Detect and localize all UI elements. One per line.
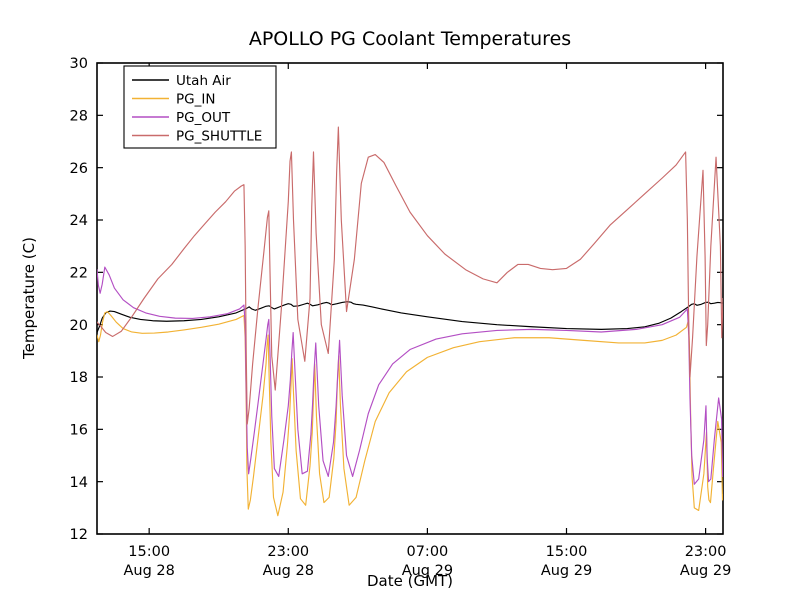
y-tick-label: 12 [70,527,88,543]
x-tick-label-time: 15:00 [546,544,588,560]
legend-label-pg-out: PG_OUT [176,110,231,126]
y-tick-label: 24 [70,213,88,229]
x-tick-label-date: Aug 29 [402,563,453,579]
legend-label-pg-shuttle: PG_SHUTTLE [176,129,262,145]
x-tick-label-time: 15:00 [128,544,170,560]
data-series-group [97,126,723,517]
x-tick-label-date: Aug 29 [541,563,592,579]
y-axis-ticks: 12 14 16 18 20 22 24 26 28 30 [70,56,723,543]
y-axis-label: Temperature (C) [20,237,38,360]
x-tick-label-time: 23:00 [685,544,727,560]
series-line-utah-air [97,301,723,334]
y-tick-label: 22 [70,266,88,282]
y-tick-label: 30 [70,56,88,72]
chart-legend: Utah Air PG_IN PG_OUT PG_SHUTTLE [123,65,277,149]
y-tick-label: 26 [70,161,88,177]
y-tick-label: 16 [70,423,88,439]
x-tick-label-time: 23:00 [267,544,309,560]
x-tick-label-time: 07:00 [406,544,448,560]
y-tick-label: 18 [70,370,88,386]
legend-label-pg-in: PG_IN [176,92,215,108]
series-line-pg-shuttle [97,126,723,425]
x-tick-label-date: Aug 28 [123,563,174,579]
x-axis-label: Date (GMT) [367,572,453,590]
y-tick-label: 20 [70,318,88,334]
x-tick-label-date: Aug 28 [263,563,314,579]
y-tick-label: 28 [70,109,88,125]
chart-title: APOLLO PG Coolant Temperatures [249,28,571,50]
legend-label-utah-air: Utah Air [176,73,231,89]
x-tick-label-date: Aug 29 [680,563,731,579]
y-tick-label: 14 [70,475,88,491]
x-axis-ticks: 15:00 Aug 28 23:00 Aug 28 07:00 Aug 29 15:00 Au… [123,63,731,579]
